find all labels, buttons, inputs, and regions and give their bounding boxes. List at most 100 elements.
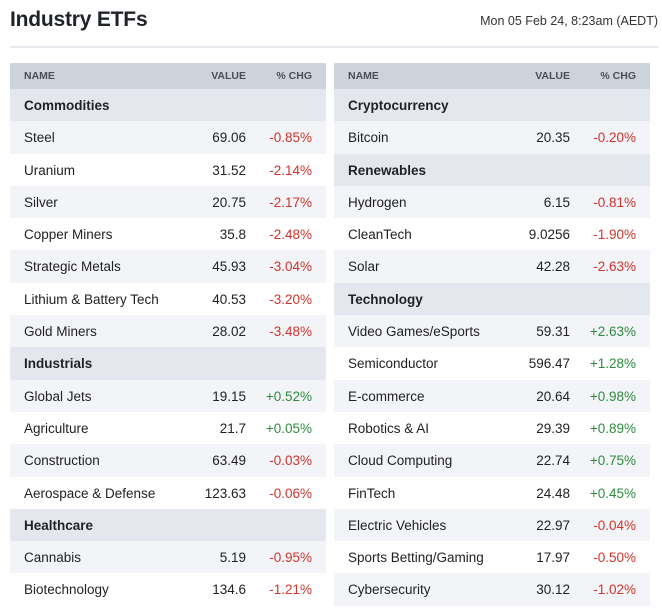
etf-change: +0.05%: [265, 420, 312, 436]
etf-name[interactable]: Video Games/eSports: [348, 324, 480, 340]
table-row[interactable]: Video Games/eSports 59.31 +2.63%: [334, 315, 650, 348]
table-row[interactable]: Steel 69.06 -0.85%: [10, 121, 326, 154]
etf-name[interactable]: Electric Vehicles: [348, 517, 447, 533]
table-row[interactable]: Biotechnology 134.6 -1.21%: [10, 573, 326, 605]
etf-value: 35.8: [219, 227, 246, 243]
table-row[interactable]: Uranium 31.52 -2.14%: [10, 154, 326, 186]
etf-name[interactable]: Gold Miners: [24, 324, 97, 340]
table-row[interactable]: Aerospace & Defense 123.63 -0.06%: [10, 477, 326, 509]
table-row[interactable]: Lithium & Battery Tech 40.53 -3.20%: [10, 283, 326, 315]
column-header-value[interactable]: VALUE: [211, 70, 246, 82]
etf-value: 19.15: [212, 388, 246, 404]
table-row[interactable]: Strategic Metals 45.93 -3.04%: [10, 250, 326, 283]
etf-change: -0.95%: [269, 550, 312, 566]
etf-change: -3.48%: [269, 324, 312, 340]
etf-name[interactable]: Aerospace & Defense: [24, 485, 156, 501]
table-row[interactable]: Cannabis 5.19 -0.95%: [10, 541, 326, 574]
table-row[interactable]: Copper Miners 35.8 -2.48%: [10, 218, 326, 250]
section-label: Commodities: [24, 98, 110, 113]
table-row[interactable]: CleanTech 9.0256 -1.90%: [334, 218, 650, 250]
etf-change: -0.06%: [269, 485, 312, 501]
etf-value: 45.93: [212, 259, 246, 275]
table-body: Cryptocurrency Bitcoin 20.35 -0.20% Renewabl…: [334, 89, 650, 606]
column-header-value[interactable]: VALUE: [535, 70, 570, 82]
left-etf-table: NAME VALUE % CHG Commodities Steel 69.06 -0…: [10, 63, 326, 606]
column-header-name[interactable]: NAME: [24, 70, 55, 82]
etf-change: -1.21%: [269, 582, 312, 598]
etf-name[interactable]: Copper Miners: [24, 227, 113, 243]
table-row[interactable]: E-commerce 20.64 +0.98%: [334, 379, 650, 412]
etf-name[interactable]: E-commerce: [348, 388, 425, 404]
etf-name[interactable]: Solar: [348, 259, 380, 275]
etf-change: -0.03%: [269, 453, 312, 469]
table-row[interactable]: Hydrogen 6.15 -0.81%: [334, 185, 650, 219]
section-header: Healthcare: [10, 508, 326, 542]
etf-value: 30.12: [536, 582, 570, 598]
etf-value: 24.48: [536, 485, 570, 501]
etf-name[interactable]: FinTech: [348, 485, 396, 501]
table-row[interactable]: Construction 63.49 -0.03%: [10, 444, 326, 477]
section-header: Technology: [334, 282, 650, 316]
etf-value: 20.75: [212, 194, 246, 210]
etf-name[interactable]: Robotics & AI: [348, 420, 430, 436]
etf-value: 22.97: [536, 517, 570, 533]
section-label: Renewables: [348, 162, 427, 178]
etf-change: -1.02%: [593, 582, 636, 598]
table-row[interactable]: Bitcoin 20.35 -0.20%: [334, 121, 650, 154]
column-header-chg[interactable]: % CHG: [600, 70, 636, 82]
etf-name[interactable]: Construction: [24, 453, 100, 469]
table-row[interactable]: Global Jets 19.15 +0.52%: [10, 379, 326, 412]
etf-name[interactable]: Cloud Computing: [348, 453, 453, 469]
table-row[interactable]: FinTech 24.48 +0.45%: [334, 477, 650, 509]
etf-value: 17.97: [536, 550, 570, 566]
etf-value: 59.31: [536, 324, 570, 340]
etf-name[interactable]: Agriculture: [24, 420, 89, 436]
etf-name[interactable]: Cybersecurity: [348, 582, 431, 598]
table-row[interactable]: Gold Miners 28.02 -3.48%: [10, 315, 326, 348]
etf-name[interactable]: Strategic Metals: [24, 259, 121, 275]
etf-value: 31.52: [212, 162, 246, 178]
table-body: Commodities Steel 69.06 -0.85% Uranium 31.52 -…: [10, 89, 326, 606]
table-row[interactable]: Cybersecurity 30.12 -1.02%: [334, 573, 650, 606]
etf-change: -0.85%: [269, 130, 312, 146]
table-row[interactable]: Semiconductor 596.47 +1.28%: [334, 347, 650, 379]
table-row[interactable]: Sports Betting/Gaming 17.97 -0.50%: [334, 541, 650, 573]
etf-value: 63.49: [212, 453, 246, 469]
etf-name[interactable]: Steel: [24, 130, 55, 146]
column-header-chg[interactable]: % CHG: [276, 70, 312, 82]
table-header: NAME VALUE % CHG: [334, 63, 650, 89]
etf-name[interactable]: Silver: [24, 194, 58, 210]
etf-change: -0.50%: [593, 550, 636, 566]
etf-value: 69.06: [212, 130, 246, 146]
etf-change: -0.20%: [593, 130, 636, 146]
table-row[interactable]: Agriculture 21.7 +0.05%: [10, 412, 326, 444]
etf-name[interactable]: Uranium: [24, 162, 76, 178]
etf-name[interactable]: Biotechnology: [24, 582, 109, 598]
table-header: NAME VALUE % CHG: [10, 63, 326, 89]
etf-value: 134.6: [212, 582, 246, 598]
etf-change: -2.63%: [593, 259, 636, 275]
etf-change: -0.81%: [593, 194, 636, 210]
etf-change: +1.28%: [589, 356, 636, 372]
etf-name[interactable]: Semiconductor: [348, 356, 439, 372]
table-row[interactable]: Solar 42.28 -2.63%: [334, 250, 650, 283]
etf-value: 29.39: [536, 420, 570, 436]
etf-value: 9.0256: [528, 227, 570, 243]
etf-value: 21.7: [219, 420, 246, 436]
etf-name[interactable]: Global Jets: [24, 388, 92, 404]
etf-change: +0.98%: [589, 388, 636, 404]
etf-name[interactable]: Lithium & Battery Tech: [24, 291, 159, 307]
table-row[interactable]: Electric Vehicles 22.97 -0.04%: [334, 508, 650, 542]
table-row[interactable]: Silver 20.75 -2.17%: [10, 185, 326, 219]
etf-name[interactable]: Hydrogen: [348, 194, 407, 210]
etf-name[interactable]: Sports Betting/Gaming: [348, 550, 484, 566]
etf-change: +0.75%: [589, 453, 636, 469]
etf-name[interactable]: Cannabis: [24, 550, 82, 566]
table-row[interactable]: Robotics & AI 29.39 +0.89%: [334, 412, 650, 444]
column-header-name[interactable]: NAME: [348, 70, 379, 82]
table-row[interactable]: Cloud Computing 22.74 +0.75%: [334, 444, 650, 477]
section-label: Technology: [348, 291, 423, 307]
etf-name[interactable]: Bitcoin: [348, 130, 389, 146]
etf-name[interactable]: CleanTech: [348, 227, 412, 243]
section-label: Industrials: [24, 356, 93, 372]
